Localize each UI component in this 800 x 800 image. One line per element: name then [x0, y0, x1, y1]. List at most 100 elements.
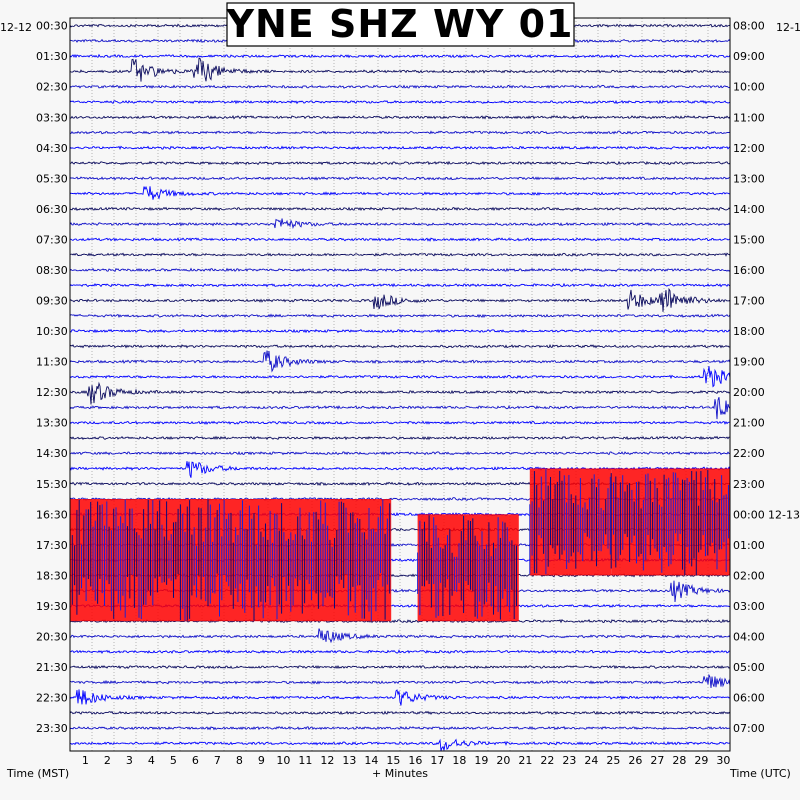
x-tick-label: 6 [192, 754, 199, 767]
left-tick-label: 23:30 [36, 722, 68, 735]
seismic-trace [69, 710, 731, 716]
seismic-trace [69, 84, 731, 89]
saturated-segment [417, 514, 519, 622]
left-tick-label: 19:30 [36, 600, 68, 613]
right-tick-label: 08:00 [733, 20, 765, 33]
seismic-trace [69, 185, 731, 200]
right-tick-label: 17:00 [733, 295, 765, 308]
x-tick-label: 20 [496, 754, 510, 767]
x-tick-label: 2 [104, 754, 111, 767]
saturated-segment [529, 468, 612, 576]
x-tick-label: 14 [364, 754, 378, 767]
left-tick-label: 22:30 [36, 692, 68, 705]
left-tick-label: 13:30 [36, 417, 68, 430]
x-tick-label: 15 [386, 754, 400, 767]
right-tick-label: 19:00 [733, 356, 765, 369]
right-date-label: 12-1 [776, 21, 800, 34]
seismic-trace [69, 57, 731, 82]
x-tick-label: 16 [408, 754, 422, 767]
left-tick-label: 18:30 [36, 569, 68, 582]
seismic-trace [69, 420, 730, 425]
x-tick-label: 21 [518, 754, 532, 767]
seismic-trace [69, 649, 731, 655]
right-date-rollover-label: 12-13 [768, 508, 800, 521]
seismic-trace [69, 725, 731, 731]
x-tick-label: 29 [694, 754, 708, 767]
seismic-trace [69, 435, 731, 441]
x-tick-label: 10 [276, 754, 290, 767]
seismic-trace [69, 206, 731, 212]
right-tick-label: 20:00 [733, 386, 765, 399]
right-tick-label: 03:00 [733, 600, 765, 613]
right-tick-label: 18:00 [733, 325, 765, 338]
right-tick-label: 01:00 [733, 539, 765, 552]
seismic-trace [70, 114, 731, 120]
x-tick-label: 28 [672, 754, 686, 767]
left-tick-label: 01:30 [36, 50, 68, 63]
right-tick-label: 11:00 [733, 111, 765, 124]
x-tick-label: 1 [82, 754, 89, 767]
seismic-trace [69, 738, 731, 751]
seismic-trace [69, 218, 731, 230]
seismic-trace [69, 176, 730, 181]
left-date-label: 12-12 [0, 21, 32, 34]
right-tick-label: 09:00 [733, 50, 765, 63]
seismic-trace [69, 237, 731, 242]
grid-layer [91, 18, 709, 751]
seismic-trace [69, 99, 731, 105]
seismic-trace [69, 664, 731, 670]
left-tick-label: 02:30 [36, 81, 68, 94]
x-tick-label: 9 [258, 754, 265, 767]
seismic-trace [69, 145, 731, 150]
right-tick-label: 06:00 [733, 692, 765, 705]
right-tick-label: 00:00 [733, 508, 765, 521]
left-tick-label: 10:30 [36, 325, 68, 338]
seismic-trace [69, 689, 731, 706]
right-tick-label: 13:00 [733, 172, 765, 185]
right-tick-label: 12:00 [733, 142, 765, 155]
x-axis-title: + Minutes [372, 767, 428, 780]
left-tick-label: 20:30 [36, 630, 68, 643]
left-tick-label: 21:30 [36, 661, 68, 674]
x-tick-label: 19 [474, 754, 488, 767]
right-tick-label: 10:00 [733, 81, 765, 94]
x-tick-label: 5 [170, 754, 177, 767]
x-tick-label: 25 [606, 754, 620, 767]
right-tick-label: 04:00 [733, 630, 765, 643]
seismic-trace [69, 628, 731, 644]
right-tick-label: 07:00 [733, 722, 765, 735]
seismic-trace [69, 160, 731, 166]
x-tick-label: 11 [298, 754, 312, 767]
x-tick-label: 7 [214, 754, 221, 767]
left-tick-label: 05:30 [36, 172, 68, 185]
seismic-trace [69, 344, 731, 349]
left-axis-title: Time (MST) [6, 767, 69, 780]
left-tick-label: 15:30 [36, 478, 68, 491]
left-tick-label: 08:30 [36, 264, 68, 277]
x-tick-label: 23 [562, 754, 576, 767]
left-tick-label: 09:30 [36, 295, 68, 308]
seismic-trace [69, 267, 731, 272]
x-tick-label: 8 [236, 754, 243, 767]
seismic-trace [69, 366, 731, 388]
left-tick-label: 11:30 [36, 356, 68, 369]
left-axis-labels: 00:30 01:30 02:30 03:30 04:30 05:30 06:30 07:30… [36, 20, 68, 735]
right-axis-labels: 08:00 09:00 10:00 11:00 12:00 13:00 14:00 15:00… [733, 20, 800, 735]
seismic-trace [69, 397, 731, 420]
right-tick-label: 16:00 [733, 264, 765, 277]
right-axis-title: Time (UTC) [729, 767, 791, 780]
seismic-trace [69, 282, 731, 288]
x-tick-label: 27 [650, 754, 664, 767]
right-tick-label: 05:00 [733, 661, 765, 674]
chart-title: YNE SHZ WY 01 [225, 2, 573, 46]
right-tick-label: 02:00 [733, 569, 765, 582]
seismic-trace [69, 287, 731, 312]
seismic-trace [69, 350, 731, 373]
right-tick-label: 14:00 [733, 203, 765, 216]
x-tick-label: 18 [452, 754, 466, 767]
left-tick-label: 00:30 [36, 20, 68, 33]
seismic-trace [69, 53, 731, 59]
x-tick-label: 26 [628, 754, 642, 767]
left-tick-label: 06:30 [36, 203, 68, 216]
